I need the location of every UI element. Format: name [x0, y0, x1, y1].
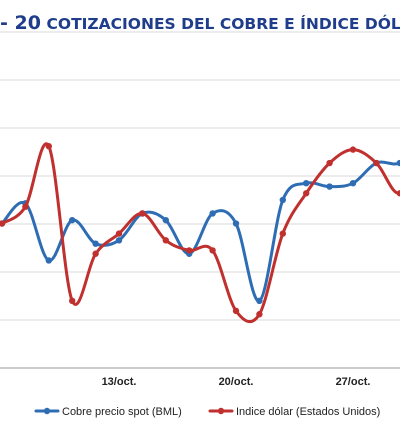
data-point-cobre-precio-spot-bml [279, 196, 286, 204]
x-tick-label: 20/oct. [219, 376, 254, 388]
data-point-indice-dolar-estados-unidos [209, 247, 216, 254]
data-point-indice-dolar-estados-unidos [92, 250, 99, 257]
x-tick-label: 13/oct. [102, 376, 137, 388]
data-point-indice-dolar-estados-unidos [45, 143, 52, 150]
data-point-indice-dolar-estados-unidos [186, 247, 193, 254]
data-point-cobre-precio-spot-bml [162, 216, 169, 224]
data-point-cobre-precio-spot-bml [303, 180, 310, 187]
data-point-indice-dolar-estados-unidos [115, 230, 123, 237]
chart-title-text: COTIZACIONES DEL COBRE E ÍNDICE DÓLAR [46, 15, 400, 33]
data-point-cobre-precio-spot-bml [349, 180, 357, 187]
data-point-indice-dolar-estados-unidos [69, 297, 76, 304]
data-point-cobre-precio-spot-bml [396, 159, 400, 167]
data-point-indice-dolar-estados-unidos [373, 159, 380, 167]
x-tick-label: 27/oct. [336, 376, 371, 388]
data-point-indice-dolar-estados-unidos [0, 220, 6, 227]
data-point-cobre-precio-spot-bml [256, 297, 263, 304]
legend-label: Indice dólar (Estados Unidos) [236, 406, 380, 418]
chart-number: - 20 [0, 12, 41, 34]
data-point-indice-dolar-estados-unidos [326, 159, 333, 167]
data-point-cobre-precio-spot-bml [92, 240, 99, 247]
data-point-indice-dolar-estados-unidos [396, 190, 400, 197]
data-point-indice-dolar-estados-unidos [256, 311, 263, 318]
data-point-indice-dolar-estados-unidos [303, 190, 310, 197]
data-point-cobre-precio-spot-bml [326, 183, 333, 190]
data-point-indice-dolar-estados-unidos [22, 203, 29, 210]
data-point-indice-dolar-estados-unidos [139, 210, 146, 217]
data-point-cobre-precio-spot-bml [45, 257, 52, 264]
data-point-indice-dolar-estados-unidos [279, 230, 286, 237]
data-point-cobre-precio-spot-bml [232, 220, 240, 227]
data-point-indice-dolar-estados-unidos [349, 146, 357, 153]
legend-swatch-marker [217, 407, 225, 415]
legend-swatch-marker [43, 407, 51, 415]
data-point-indice-dolar-estados-unidos [162, 237, 169, 244]
chart-title: - 20 COTIZACIONES DEL COBRE E ÍNDICE DÓL… [0, 12, 400, 34]
data-point-cobre-precio-spot-bml [209, 210, 216, 217]
data-point-indice-dolar-estados-unidos [232, 307, 240, 315]
data-point-cobre-precio-spot-bml [115, 237, 123, 244]
legend-label: Cobre precio spot (BML) [62, 406, 182, 418]
data-point-cobre-precio-spot-bml [69, 216, 76, 224]
